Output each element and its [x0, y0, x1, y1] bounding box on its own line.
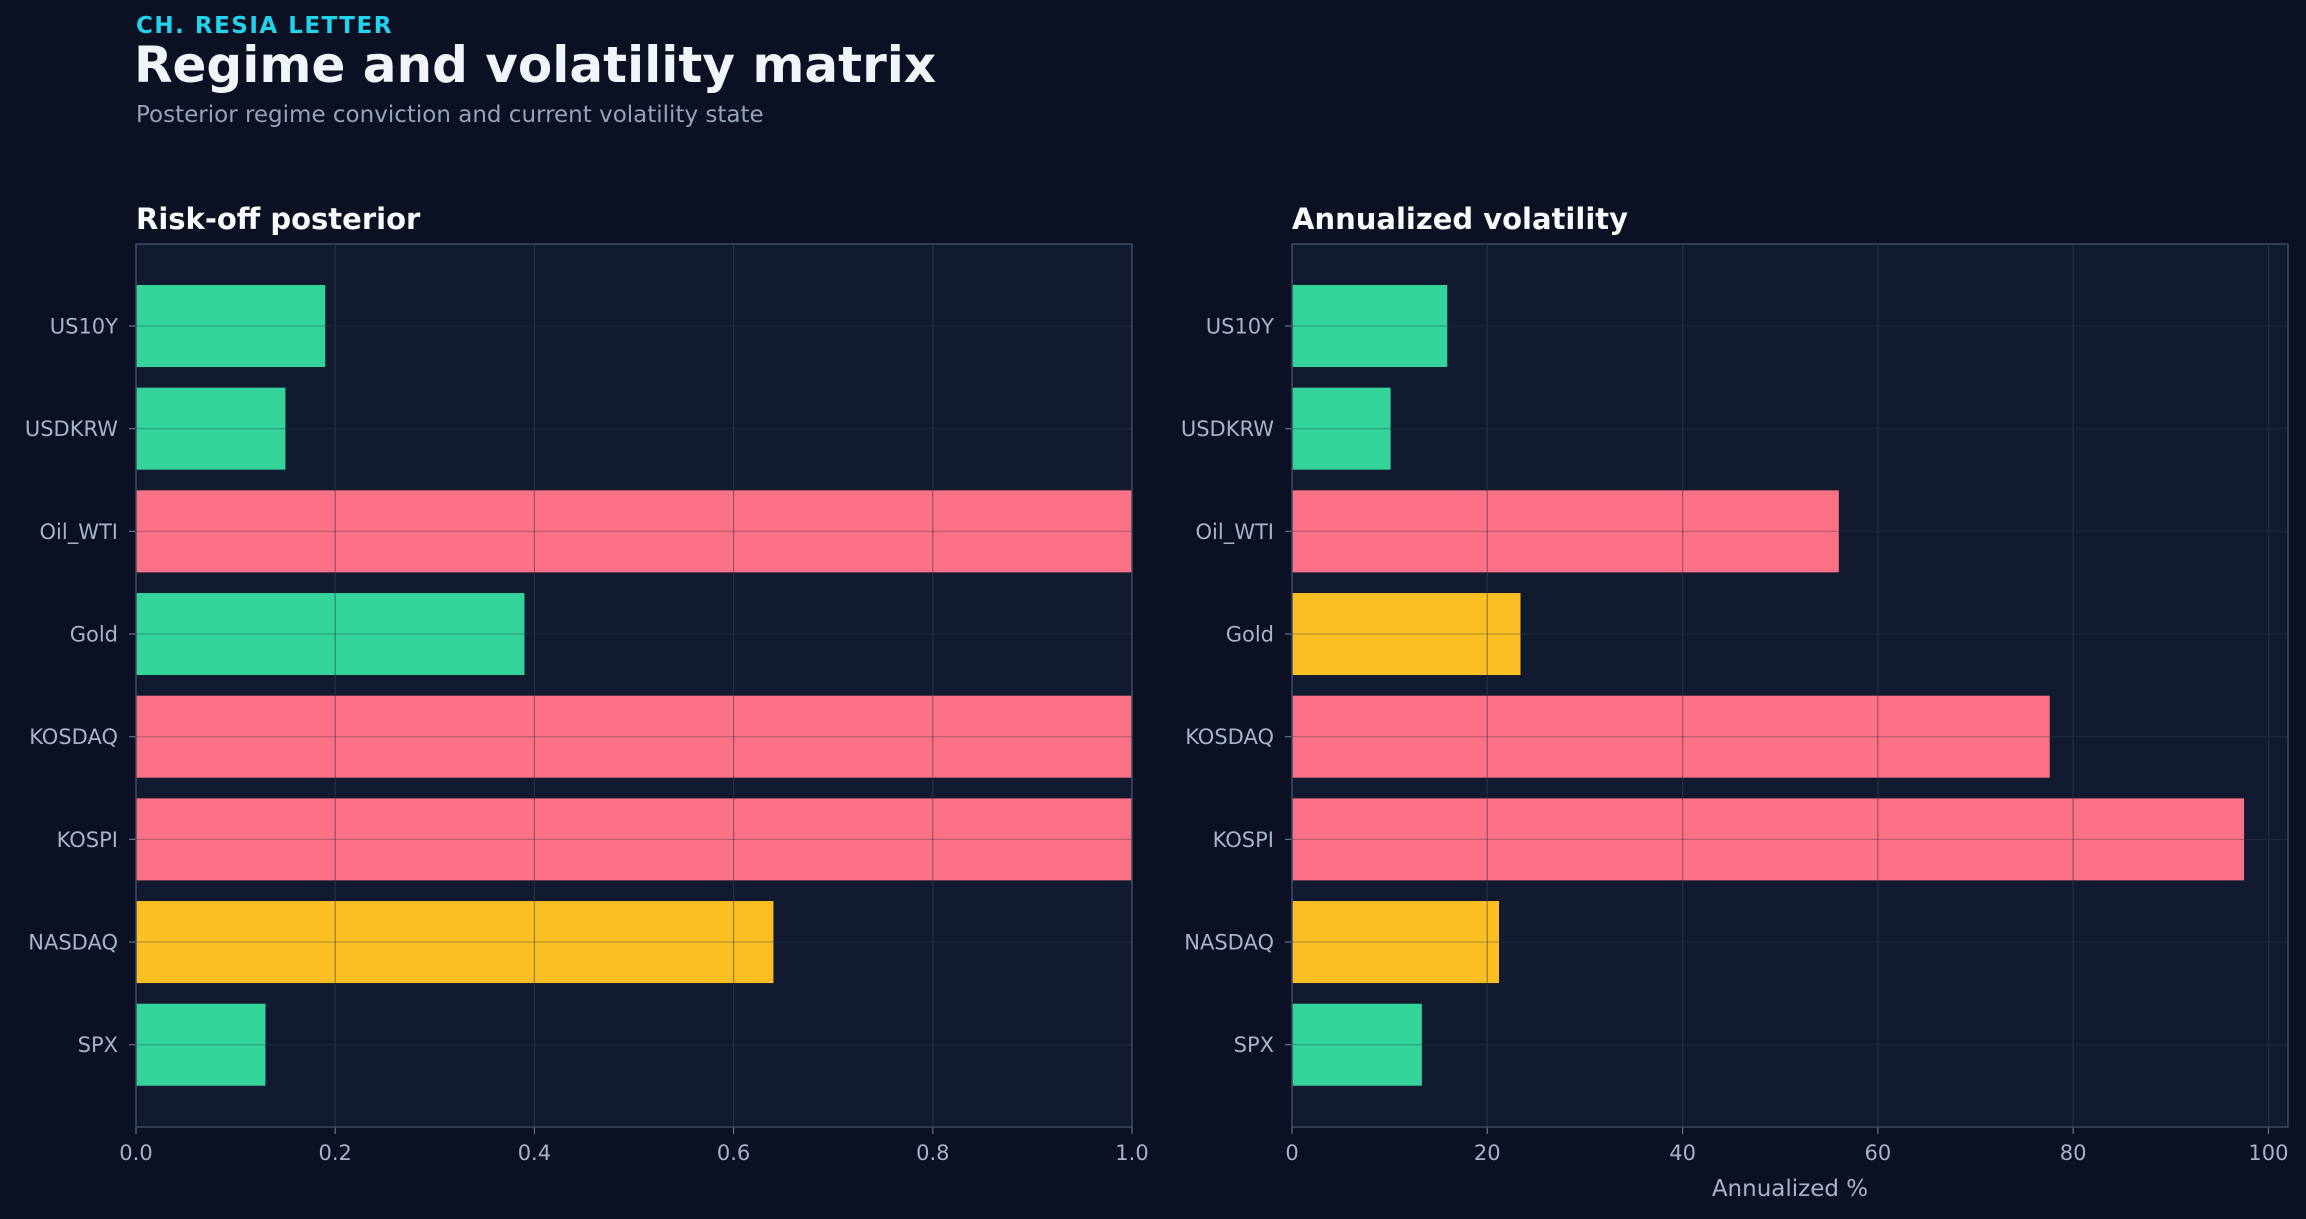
chart2-bar-nasdaq — [1292, 901, 1500, 984]
chart2-category-label: US10Y — [1206, 315, 1274, 339]
chart2-bar-oil-wti — [1292, 490, 1839, 573]
chart1-title: Risk-off posterior — [136, 202, 421, 236]
chart2-x-tick-label: 0 — [1285, 1141, 1298, 1165]
chart2-x-tick-label: 80 — [2060, 1141, 2087, 1165]
chart1-bar-gold — [136, 593, 525, 676]
chart2-bar-kosdaq — [1292, 695, 2050, 778]
chart1-bar-oil-wti — [136, 490, 1132, 573]
chart1-category-label: NASDAQ — [28, 931, 118, 955]
chart2-category-label: NASDAQ — [1184, 931, 1274, 955]
chart2-bar-kospi — [1292, 798, 2245, 881]
page-title: Regime and volatility matrix — [134, 36, 937, 94]
chart2-x-axis-label: Annualized % — [1712, 1176, 1868, 1202]
chart1-category-label: US10Y — [50, 315, 118, 339]
chart1-bar-kosdaq — [136, 695, 1132, 778]
chart2-x-tick-label: 100 — [2248, 1141, 2288, 1165]
chart1-category-label: SPX — [78, 1033, 118, 1057]
chart1-bar-us10y — [136, 285, 326, 367]
chart2-bar-us10y — [1292, 285, 1448, 367]
chart1-category-label: KOSDAQ — [29, 725, 118, 749]
chart1-category-label: USDKRW — [25, 417, 118, 441]
chart1-plot-area — [136, 244, 1132, 1127]
chart1-x-tick-label: 1.0 — [1115, 1141, 1148, 1165]
chart1-category-label: KOSPI — [57, 828, 118, 852]
chart2-plot-area — [1292, 244, 2288, 1127]
chart1-x-tick-label: 0.6 — [717, 1141, 750, 1165]
chart2-category-label: Oil_WTI — [1196, 520, 1274, 545]
chart2-frame — [1291, 243, 2289, 1128]
chart2-category-label: Gold — [1226, 623, 1274, 647]
chart1-x-tick-label: 0.4 — [518, 1141, 551, 1165]
chart2-title: Annualized volatility — [1292, 202, 1628, 236]
chart1-x-tick-label: 0.8 — [916, 1141, 949, 1165]
chart1-bar-kospi — [136, 798, 1132, 881]
chart2-category-label: KOSPI — [1213, 828, 1274, 852]
chart2-category-label: USDKRW — [1181, 417, 1274, 441]
chart1-category-label: Oil_WTI — [40, 520, 118, 545]
chart2-x-tick-label: 20 — [1474, 1141, 1501, 1165]
chart2-bar-gold — [1292, 593, 1521, 676]
chart2-bar-spx — [1292, 1003, 1422, 1086]
page-subtitle: Posterior regime conviction and current … — [136, 102, 764, 128]
chart1-category-label: Gold — [70, 623, 118, 647]
chart1-x-tick-label: 0.2 — [318, 1141, 351, 1165]
chart2-category-label: SPX — [1234, 1033, 1274, 1057]
chart2-x-tick-label: 60 — [1865, 1141, 1892, 1165]
chart1-bar-spx — [136, 1003, 266, 1086]
chart2-category-label: KOSDAQ — [1185, 725, 1274, 749]
chart1-x-tick-label: 0.0 — [119, 1141, 152, 1165]
report-kicker: CH. RESIA LETTER — [136, 13, 393, 39]
chart1-bar-usdkrw — [136, 387, 286, 470]
chart1-bar-nasdaq — [136, 901, 774, 984]
chart1-frame — [135, 243, 1133, 1128]
chart2-x-tick-label: 40 — [1669, 1141, 1696, 1165]
chart2-bar-usdkrw — [1292, 387, 1391, 470]
